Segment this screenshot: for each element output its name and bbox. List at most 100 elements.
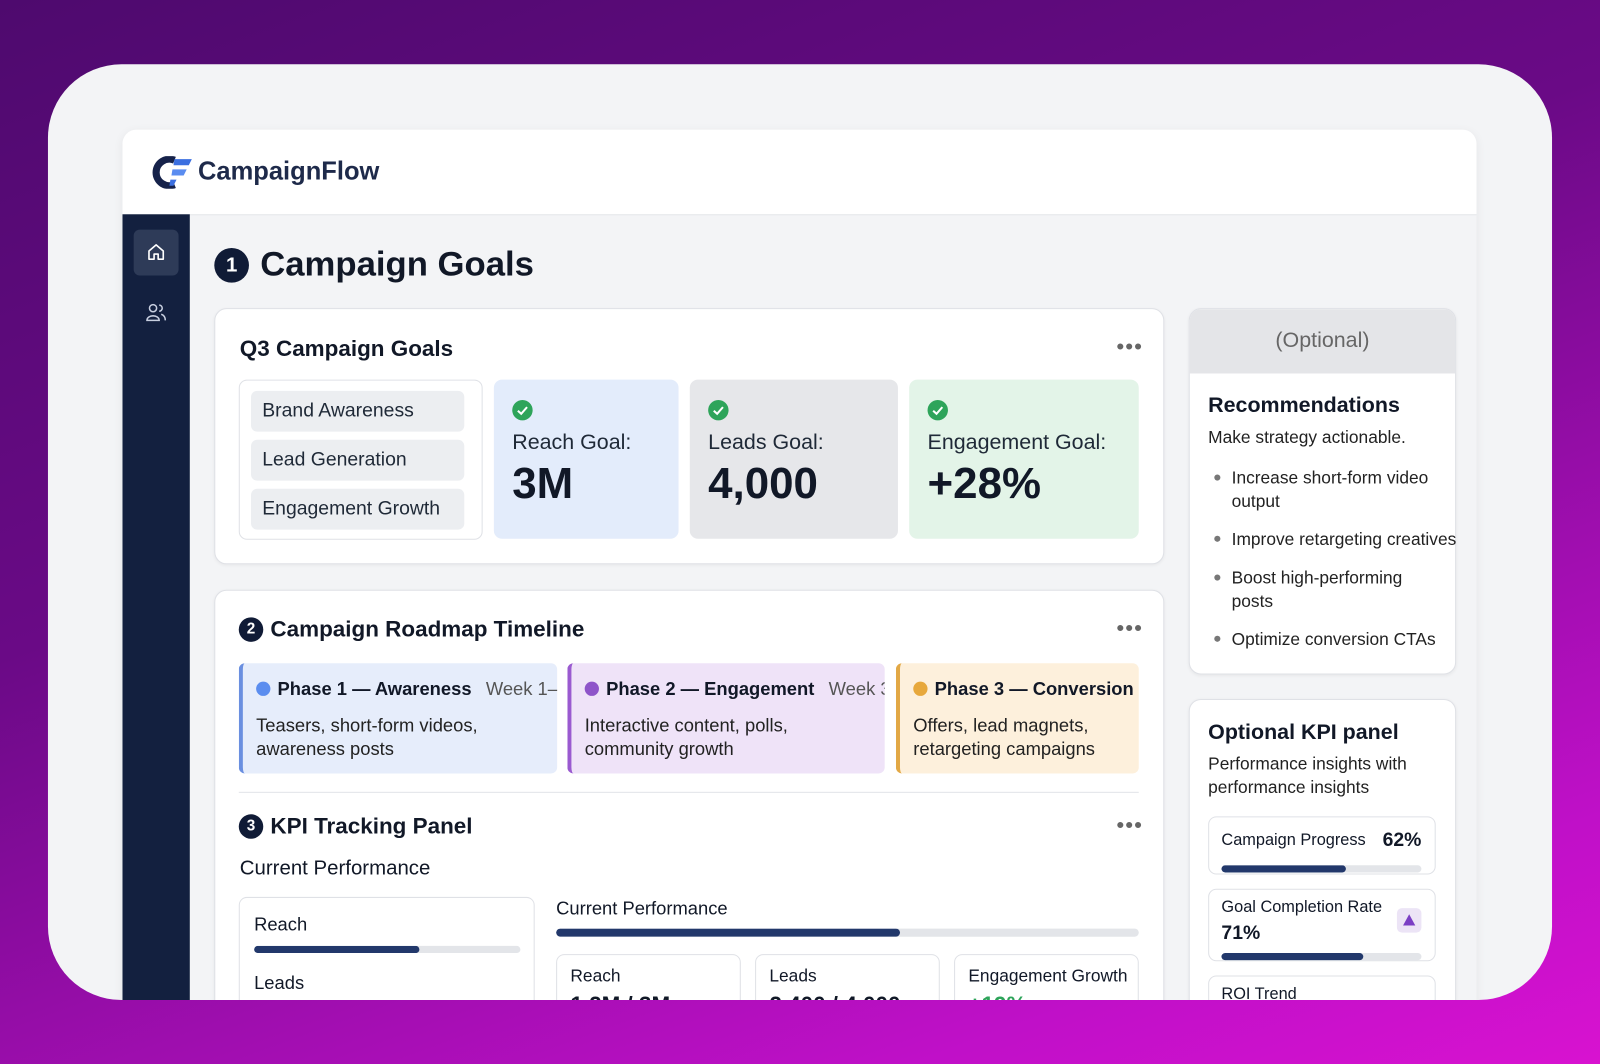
progress-track	[254, 945, 521, 954]
sidebar	[122, 214, 190, 1000]
triangle	[1403, 914, 1416, 926]
objectives-box: Brand Awareness Lead Generation Engageme…	[238, 379, 483, 540]
kpi-item	[1208, 816, 1436, 875]
panel-header	[1189, 309, 1456, 374]
bullet	[1214, 474, 1221, 481]
phase-head: Phase 1 — Awareness Week 1–2	[278, 679, 558, 700]
metric-value: 2,400 / 4,000	[769, 992, 900, 1000]
progress-track	[1221, 865, 1422, 873]
objective: Lead Generation	[251, 439, 465, 481]
step-badge: 1	[214, 247, 249, 283]
recommendations-card	[1188, 308, 1457, 675]
panel-title: Recommendations	[1208, 393, 1400, 418]
phase-name: Phase 1 — Awareness	[277, 678, 472, 699]
panel-title: Optional KPI panel	[1208, 720, 1399, 744]
content-inner: 1 Campaign Goals Q3 Campaign Goals ••• B…	[190, 215, 1477, 1000]
goal-tile: Engagement Goal: +28%	[909, 379, 1139, 539]
page-title: Campaign Goals	[260, 244, 534, 284]
phase-tile: Phase 1 — Awareness Week 1–2 Teasers, shor…	[238, 663, 558, 774]
kpi-label: ROI Trend	[1221, 985, 1297, 1000]
progress-fill	[556, 928, 900, 937]
check-icon	[927, 399, 948, 421]
goal-tile: Leads Goal: 4,000	[689, 379, 898, 539]
goal-label: Reach Goal:	[512, 430, 632, 455]
kpi-label: Goal Completion Rate	[1221, 898, 1383, 917]
menu-dots[interactable]: •••	[1116, 812, 1143, 838]
bullet	[1214, 635, 1221, 642]
objective: Brand Awareness	[251, 390, 465, 432]
header: CampaignFlow	[122, 129, 1477, 216]
phase-description: Teasers, short-form videos, awareness po…	[256, 715, 478, 760]
menu-dots[interactable]: •••	[1116, 615, 1143, 641]
progress-fill	[1221, 865, 1346, 873]
phase-dot	[584, 681, 599, 696]
phase-dot	[913, 681, 928, 696]
phase-name: Phase 3 — Conversion	[934, 678, 1134, 699]
users-icon[interactable]	[145, 301, 167, 323]
metric-label: Leads	[769, 966, 817, 986]
progress-fill	[254, 945, 420, 954]
bullet	[1214, 574, 1221, 581]
check	[517, 406, 528, 416]
metric-tile: Leads 2,400 / 4,000	[755, 954, 940, 1000]
recommendation: Optimize conversion CTAs	[1231, 629, 1436, 649]
bar-label: Reach	[254, 914, 308, 935]
objective: Engagement Growth	[251, 488, 465, 530]
check-icon	[512, 399, 533, 421]
phase-tile: Phase 2 — Engagement Week 3–4 Interactive …	[567, 663, 885, 774]
kpi-label: Campaign Progress	[1221, 831, 1366, 849]
home-icon	[148, 244, 165, 260]
menu-dots[interactable]: •••	[1116, 333, 1143, 360]
goal-tile: Reach Goal: 3M	[493, 379, 679, 539]
step-badge: 2	[238, 617, 264, 642]
check-icon	[708, 399, 729, 421]
metric-value: 1.2M / 3M	[570, 992, 670, 1000]
phase-weeks: Week 1–2	[485, 678, 558, 699]
recommendation: Increase short-form video output	[1231, 468, 1429, 512]
progress-fill	[1221, 953, 1364, 961]
section-subtitle: Current Performance	[239, 857, 431, 880]
progress-track	[1221, 953, 1422, 961]
optional-tag: (Optional)	[1275, 328, 1370, 353]
bar-label: Leads	[254, 972, 305, 993]
phase-description: Interactive content, polls, community gr…	[584, 715, 788, 760]
divider	[238, 791, 1139, 793]
panel-subtitle: Performance insights with performance in…	[1208, 754, 1407, 797]
trend-icon	[1396, 908, 1422, 933]
kpi-value: 62%	[1382, 829, 1422, 852]
goal-label: Leads Goal:	[708, 430, 824, 455]
phase-name: Phase 2 — Engagement	[606, 678, 815, 699]
metric-label: Reach	[570, 966, 621, 986]
section-title: KPI Tracking Panel	[270, 813, 473, 839]
home-button[interactable]	[133, 229, 179, 276]
panel-subtitle: Make strategy actionable.	[1208, 427, 1406, 447]
phase-dot	[256, 681, 271, 696]
goal-value: 4,000	[708, 459, 818, 509]
metric-value: +19%	[968, 992, 1026, 1000]
brand: CampaignFlow	[197, 157, 380, 186]
phase-tile: Phase 3 — ConversionWeek 5–6 Offers, lead…	[895, 663, 1139, 774]
metric-tile: Reach 1.2M / 3M	[556, 954, 741, 1000]
bullet	[1214, 535, 1221, 542]
metric-label: Engagement Growth	[968, 966, 1128, 986]
goal-label: Engagement Goal:	[927, 430, 1107, 455]
check	[932, 406, 944, 416]
kpi-item	[1208, 975, 1436, 1000]
phase-head: Phase 2 — Engagement Week 3–4	[606, 679, 885, 700]
phase-weeks: Week 3–4	[828, 678, 885, 699]
progress-track	[556, 928, 1139, 937]
goal-value: 3M	[512, 459, 574, 509]
phase-description: Offers, lead magnets, retargeting campai…	[913, 715, 1096, 760]
phase-head: Phase 3 — ConversionWeek 5–6	[935, 679, 1139, 700]
overall-label: Current Performance	[556, 897, 728, 919]
step-badge: 3	[238, 814, 264, 839]
content: 1 Campaign Goals Q3 Campaign Goals ••• B…	[190, 215, 1477, 1000]
recommendation: Improve retargeting creatives	[1231, 529, 1457, 549]
check	[713, 406, 724, 416]
kpi-value: 71%	[1221, 922, 1261, 944]
goal-value: +28%	[927, 459, 1041, 509]
logo	[152, 156, 192, 189]
recommendation: Boost high-performing posts	[1231, 568, 1403, 612]
